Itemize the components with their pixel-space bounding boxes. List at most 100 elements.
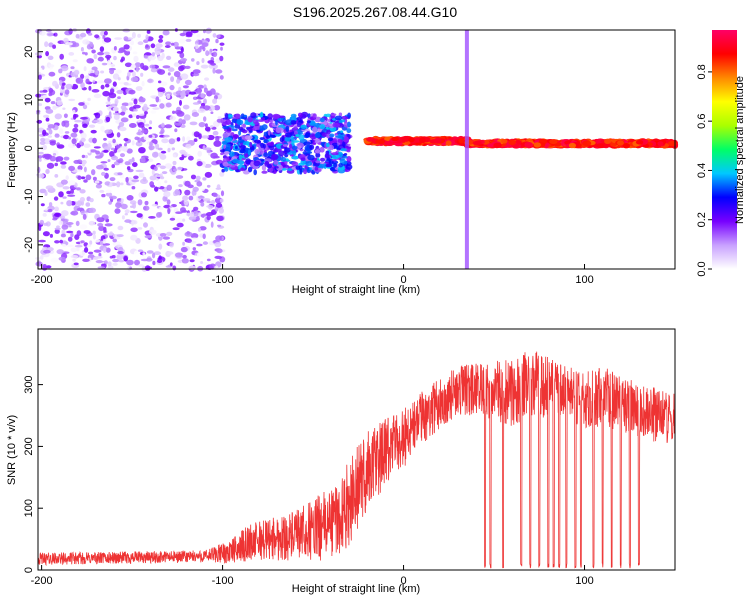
spectrogram-cell: [151, 169, 155, 176]
spectrogram-cell: [86, 189, 91, 193]
spectrogram-cell: [87, 97, 91, 102]
spectrogram-cell: [123, 137, 129, 142]
spectrogram-cell: [68, 98, 76, 102]
spectrogram-cell: [204, 126, 211, 132]
spectrogram-cell: [129, 266, 133, 270]
spectrogram-cell: [124, 161, 131, 166]
spectrogram-cell: [140, 129, 149, 134]
spectrogram-cell: [327, 137, 334, 142]
spectrogram-cell: [604, 138, 612, 144]
spectrogram-cell: [224, 166, 229, 172]
spectrogram-cell: [93, 146, 101, 149]
spectrogram-cell: [184, 189, 191, 196]
spectrogram-cell: [213, 105, 221, 111]
spectrogram-cell: [161, 171, 168, 175]
spectrogram-cell: [174, 128, 178, 133]
spectrogram-cell: [247, 149, 251, 156]
spectrogram-cell: [281, 135, 285, 142]
spectrogram-cell: [281, 168, 287, 171]
spectrogram-cell: [70, 247, 78, 253]
spectrogram-cell: [247, 166, 253, 173]
spectrogram-cell: [167, 147, 171, 153]
spectrogram-cell: [224, 137, 233, 143]
spectrogram-cell: [195, 175, 201, 181]
spectrogram-cell: [107, 61, 112, 67]
spectrogram-y-axis-label: Frequency (Hz): [6, 112, 18, 188]
spectrogram-cell: [320, 157, 326, 162]
spectrogram-cell: [213, 155, 220, 159]
spectrogram-cell: [202, 105, 211, 111]
spectrogram-y-tick-label: 10: [23, 94, 35, 106]
spectrogram-cell: [183, 114, 191, 121]
spectrogram-cell: [191, 58, 195, 62]
spectrogram-cell: [225, 119, 232, 125]
spectrogram-cell: [124, 50, 131, 56]
spectrogram-cell: [143, 103, 148, 111]
spectrogram-cell: [123, 82, 129, 86]
spectrogram-cell: [195, 43, 199, 50]
spectrogram-cell: [112, 238, 117, 243]
spectrogram-cell: [158, 91, 164, 97]
spectrogram-cell: [215, 135, 220, 143]
spectrogram-cell: [103, 247, 107, 254]
spectrogram-cell: [253, 160, 261, 167]
spectrogram-cell: [346, 156, 352, 163]
spectrogram-cell: [140, 62, 145, 70]
spectrogram-cell: [236, 118, 242, 125]
spectrogram-cell: [184, 65, 191, 69]
spectrogram-cell: [198, 122, 206, 128]
spectrogram-cell: [88, 85, 92, 91]
spectrogram-cell: [48, 64, 55, 68]
spectrogram-cell: [118, 146, 126, 151]
spectrogram-cell: [298, 134, 305, 141]
spectrogram-cell: [261, 170, 268, 174]
spectrogram-cell: [255, 143, 260, 147]
spectrogram-cell: [56, 249, 64, 255]
spectrogram-cell: [157, 147, 163, 151]
spectrogram-cell: [232, 158, 240, 164]
spectrogram-cell: [109, 88, 115, 94]
spectrogram-cell: [196, 88, 202, 94]
spectrogram-cell: [68, 165, 75, 172]
snr-panel: -200 -100 0 100 0 100 200 300 Height of straigh…: [6, 328, 676, 595]
spectrogram-cell: [297, 129, 301, 133]
spectrogram-cell: [179, 52, 185, 59]
spectrogram-cell: [144, 265, 151, 271]
spectrogram-cell: [73, 159, 81, 164]
spectrogram-cell: [103, 51, 110, 55]
spectrogram-cell: [192, 69, 201, 74]
spectrogram-cell: [314, 149, 321, 154]
spectrogram-cell: [197, 108, 206, 113]
spectrogram-cell: [200, 93, 205, 99]
spectrogram-cell: [60, 41, 65, 44]
spectrogram-cell: [174, 189, 181, 195]
spectrogram-cell: [173, 168, 178, 172]
spectrogram-cell: [38, 151, 44, 155]
spectrogram-cell: [235, 113, 241, 119]
spectrogram-cell: [472, 140, 482, 146]
spectrogram-cell: [112, 258, 120, 263]
spectrogram-cell: [306, 151, 313, 154]
spectrogram-cell: [108, 201, 112, 205]
spectrogram-cell: [109, 195, 117, 200]
spectrogram-cell: [186, 136, 191, 141]
spectrogram-cell: [150, 68, 158, 73]
spectrogram-cell: [314, 132, 321, 139]
spectrogram-cell: [172, 227, 180, 231]
spectrogram-cell: [212, 33, 217, 38]
spectrogram-marks: [34, 27, 679, 272]
snr-y-tick-label: 300: [23, 375, 35, 393]
spectrogram-cell: [82, 104, 88, 110]
spectrogram-cell: [190, 174, 197, 180]
spectrogram-cell: [128, 114, 133, 119]
spectrogram-cell: [124, 213, 128, 216]
spectrogram-cell: [136, 119, 145, 123]
spectrogram-cell: [154, 186, 159, 192]
spectrogram-cell: [68, 142, 76, 149]
spectrogram-cell: [146, 30, 151, 34]
spectrogram-cell: [112, 73, 120, 80]
spectrogram-cell: [152, 107, 160, 110]
spectrogram-cell: [303, 168, 308, 175]
spectrogram-cell: [179, 156, 185, 161]
